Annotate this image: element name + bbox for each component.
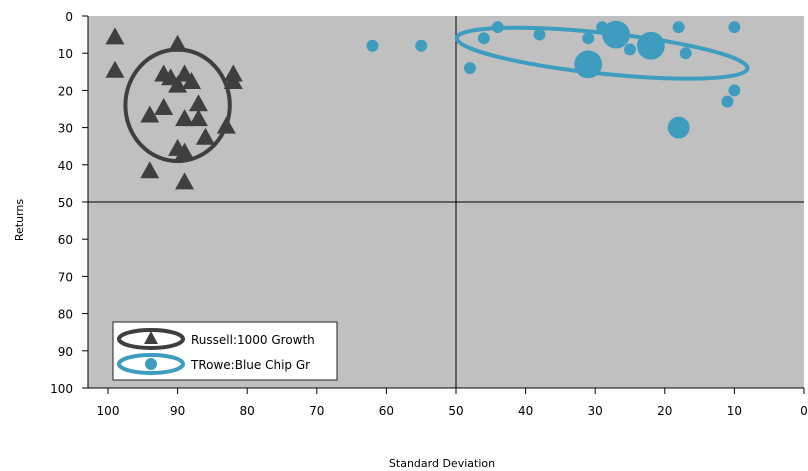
- legend: Russell:1000 Growth TRowe:Blue Chip Gr: [112, 321, 338, 381]
- triangle-marker: [175, 142, 195, 160]
- triangle-marker: [154, 98, 174, 115]
- x-tick-label: 70: [309, 404, 324, 418]
- circle-marker: [491, 21, 504, 34]
- circle-marker: [624, 43, 636, 56]
- circle-marker: [602, 20, 630, 49]
- triangle-marker: [175, 172, 195, 190]
- y-axis-title: Returns: [13, 199, 26, 242]
- triangle-marker: [105, 60, 125, 78]
- y-tick-label: 40: [58, 159, 73, 173]
- circle-marker: [366, 39, 379, 52]
- circle-marker: [728, 21, 741, 34]
- triangle-marker: [182, 71, 202, 89]
- x-axis-ticks: 100 90 80 70 60 50 40 30 20 10 0: [97, 388, 808, 418]
- triangle-marker: [188, 109, 208, 127]
- y-tick-label: 20: [58, 84, 73, 98]
- legend-item-trowe: TRowe:Blue Chip Gr: [117, 353, 310, 375]
- triangle-marker: [195, 127, 215, 145]
- x-axis-title: Standard Deviation: [389, 457, 495, 470]
- triangle-marker: [175, 109, 195, 127]
- y-tick-label: 10: [58, 47, 73, 61]
- quadrant-lines: [88, 16, 804, 388]
- y-tick-label: 100: [50, 382, 73, 396]
- circle-marker: [533, 28, 546, 41]
- y-axis-ticks: 0 10 20 30 40 50 60 70 80 90 100: [50, 10, 88, 396]
- circle-marker: [477, 32, 490, 45]
- x-tick-label: 90: [170, 404, 185, 418]
- triangle-marker: [223, 71, 243, 89]
- circle-marker: [574, 50, 603, 79]
- x-tick-label: 80: [240, 404, 255, 418]
- y-tick-label: 50: [58, 196, 73, 210]
- y-tick-label: 60: [58, 233, 73, 247]
- x-tick-label: 40: [518, 404, 533, 418]
- x-tick-label: 0: [800, 404, 808, 418]
- legend-label-russell: Russell:1000 Growth: [191, 333, 315, 347]
- triangle-marker: [216, 116, 236, 134]
- circle-marker: [672, 21, 685, 34]
- circle-marker: [415, 39, 428, 52]
- triangle-marker: [140, 105, 160, 123]
- legend-circle-icon: [145, 358, 157, 370]
- y-tick-label: 70: [58, 270, 73, 284]
- data-markers: [105, 20, 741, 190]
- circle-marker: [679, 47, 692, 60]
- triangle-marker: [188, 94, 208, 112]
- y-tick-label: 30: [58, 122, 73, 136]
- legend-triangle-icon: [144, 331, 158, 344]
- circle-marker: [582, 32, 595, 45]
- legend-ellipse-trowe-icon: [117, 353, 185, 375]
- triangle-marker: [140, 161, 160, 179]
- circle-marker: [636, 31, 665, 60]
- circle-marker: [463, 62, 476, 75]
- y-tick-label: 0: [65, 10, 73, 24]
- x-tick-label: 50: [448, 404, 463, 418]
- y-tick-label: 90: [58, 345, 73, 359]
- circle-marker: [728, 84, 741, 97]
- y-tick-label: 80: [58, 308, 73, 322]
- circle-marker: [667, 116, 690, 139]
- x-tick-label: 30: [588, 404, 603, 418]
- circle-marker: [721, 95, 734, 108]
- triangle-marker: [105, 27, 125, 45]
- triangle-marker: [168, 34, 188, 52]
- x-tick-label: 100: [97, 404, 120, 418]
- x-tick-label: 60: [379, 404, 394, 418]
- x-tick-label: 10: [727, 404, 742, 418]
- legend-label-trowe: TRowe:Blue Chip Gr: [190, 358, 310, 372]
- x-tick-label: 20: [657, 404, 672, 418]
- legend-ellipse-russell-icon: [117, 328, 185, 350]
- legend-item-russell: Russell:1000 Growth: [117, 328, 315, 350]
